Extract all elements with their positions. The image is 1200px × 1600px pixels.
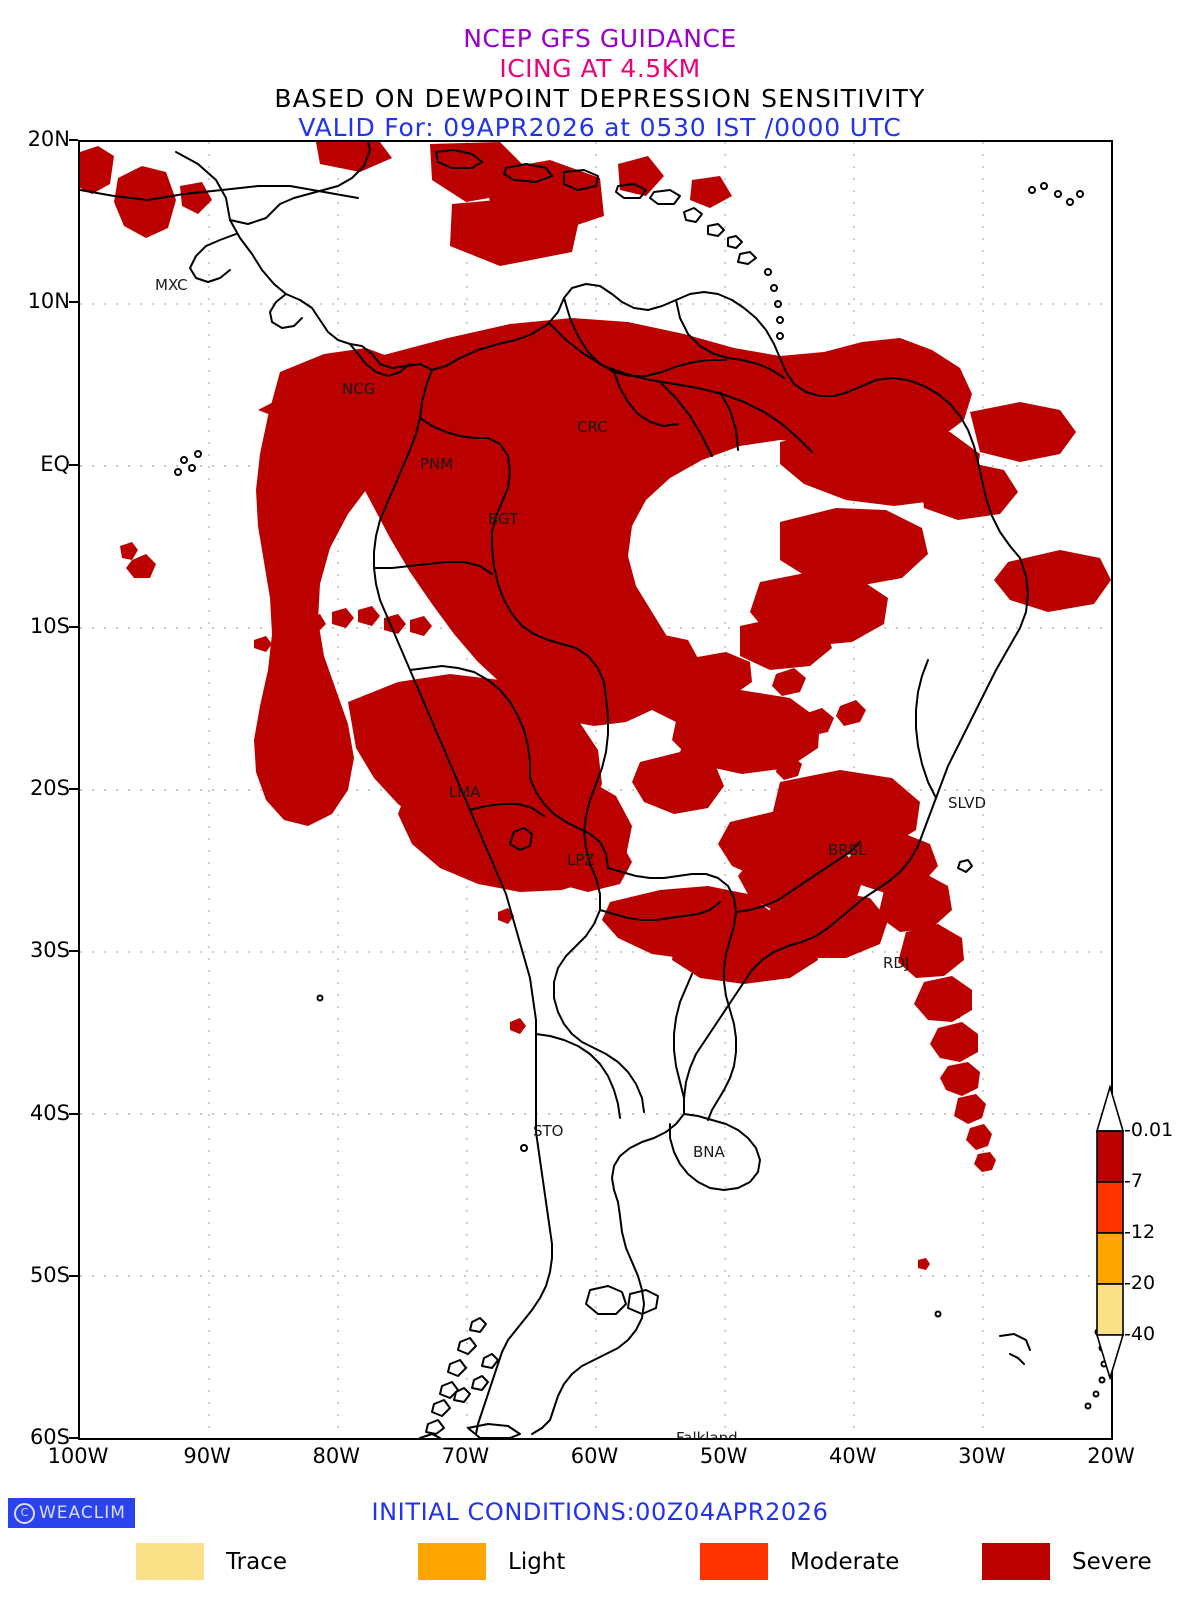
legend-item-light: Light	[418, 1543, 565, 1580]
y-axis-tick-30s: 30S	[29, 938, 70, 963]
colorbar-graphic	[1095, 1084, 1125, 1381]
legend-swatch-moderate	[700, 1543, 768, 1580]
y-axis-tick-mark	[69, 950, 78, 953]
x-axis-tick-80w: 80W	[312, 1444, 361, 1468]
legend-swatch-severe	[982, 1543, 1050, 1580]
legend-label-severe: Severe	[1072, 1548, 1152, 1575]
weaclim-badge[interactable]: C WEACLIM	[8, 1498, 135, 1528]
map-graphic: MXC NCG CRC PNM BGT LMA LPZ SLVD BRSL RDJ STO BNA Fa…	[80, 142, 1111, 1438]
colorbar-label-4: -40	[1124, 1323, 1156, 1345]
city-label-mxc: MXC	[155, 276, 188, 294]
city-label-sto: STO	[533, 1122, 564, 1140]
y-axis-tick-10n: 10N	[27, 289, 70, 314]
legend-swatch-trace	[136, 1543, 204, 1580]
colorbar-label-3: -20	[1124, 1272, 1156, 1294]
title-block: NCEP GFS GUIDANCE ICING AT 4.5KM BASED O…	[0, 26, 1200, 140]
y-axis-tick-10s: 10S	[29, 613, 70, 638]
colorbar-band-3	[1096, 1283, 1124, 1336]
city-labels: MXC NCG CRC PNM BGT LMA LPZ SLVD BRSL RDJ STO BNA Fa…	[155, 276, 986, 1438]
legend-item-moderate: Moderate	[700, 1543, 899, 1580]
y-axis-tick-50s: 50S	[29, 1262, 70, 1287]
city-label-crc: CRC	[577, 418, 608, 436]
city-label-bna: BNA	[693, 1143, 726, 1161]
legend-swatch-light	[418, 1543, 486, 1580]
y-axis-tick-mark	[69, 1112, 78, 1115]
x-axis-tick-60w: 60W	[570, 1444, 619, 1468]
city-label-pnm: PNM	[420, 455, 453, 473]
x-axis-tick-40w: 40W	[829, 1444, 877, 1468]
city-label-bgt: BGT	[488, 510, 519, 528]
colorbar-band-2	[1096, 1232, 1124, 1285]
colorbar[interactable]	[1093, 1084, 1127, 1381]
y-axis-tick-mark	[69, 625, 78, 628]
page-title: NCEP GFS GUIDANCE	[463, 24, 737, 53]
initial-conditions-text: INITIAL CONDITIONS:00Z04APR2026	[371, 1498, 829, 1526]
x-axis-tick-70w: 70W	[441, 1444, 490, 1468]
y-axis-tick-20s: 20S	[29, 776, 70, 800]
x-axis-tick-20w: 20W	[1087, 1444, 1135, 1468]
icing-severe-regions	[80, 142, 1111, 1270]
y-axis-tick-20n: 20N	[27, 127, 70, 151]
city-label-lpz: LPZ	[567, 851, 595, 869]
city-label-brsl: BRSL	[828, 841, 867, 859]
city-label-ncg: NCG	[342, 380, 375, 398]
x-axis-tick-30w: 30W	[958, 1444, 1006, 1468]
city-label-lma: LMA	[449, 783, 481, 801]
valid-time-text: VALID For: 09APR2026 at 0530 IST /0000 U…	[298, 113, 902, 142]
colorbar-label-2: -12	[1124, 1221, 1156, 1243]
page-subtitle: ICING AT 4.5KM	[499, 54, 701, 83]
severity-legend: Trace Light Moderate Severe	[0, 1543, 1200, 1589]
y-axis-tick-eq: EQ	[40, 451, 70, 476]
y-axis-tick-mark	[69, 301, 78, 304]
map-coastlines	[80, 142, 1108, 1438]
weaclim-label: WEACLIM	[39, 1503, 126, 1523]
x-axis-tick-90w: 90W	[183, 1444, 231, 1468]
y-axis-tick-mark	[69, 139, 78, 141]
colorbar-band-0	[1096, 1130, 1124, 1183]
y-axis-tick-mark	[69, 463, 78, 466]
legend-label-moderate: Moderate	[790, 1548, 900, 1575]
city-label-falkland: Falkland	[676, 1429, 738, 1438]
y-axis-tick-mark	[69, 1437, 78, 1439]
x-axis-tick-100w: 100W	[47, 1444, 109, 1468]
legend-label-light: Light	[508, 1548, 566, 1575]
page-basis-text: BASED ON DEWPOINT DEPRESSION SENSITIVITY	[274, 84, 926, 113]
colorbar-label-1: -7	[1124, 1170, 1143, 1192]
city-label-rdj: RDJ	[883, 954, 909, 972]
copyright-icon: C	[14, 1502, 35, 1524]
legend-label-trace: Trace	[226, 1548, 288, 1575]
colorbar-label-0: -0.01	[1124, 1119, 1174, 1141]
legend-item-severe: Severe	[982, 1543, 1152, 1580]
y-axis-tick-mark	[69, 1274, 78, 1277]
city-label-slvd: SLVD	[948, 794, 986, 812]
map-plot-area[interactable]: MXC NCG CRC PNM BGT LMA LPZ SLVD BRSL RDJ STO BNA Fa…	[78, 140, 1113, 1440]
y-axis-tick-60s: 60S	[29, 1425, 70, 1449]
colorbar-band-1	[1096, 1181, 1124, 1234]
y-axis-tick-40s: 40S	[29, 1100, 70, 1125]
legend-item-trace: Trace	[136, 1543, 287, 1580]
y-axis-tick-mark	[69, 788, 78, 790]
x-axis-tick-50w: 50W	[699, 1444, 748, 1468]
